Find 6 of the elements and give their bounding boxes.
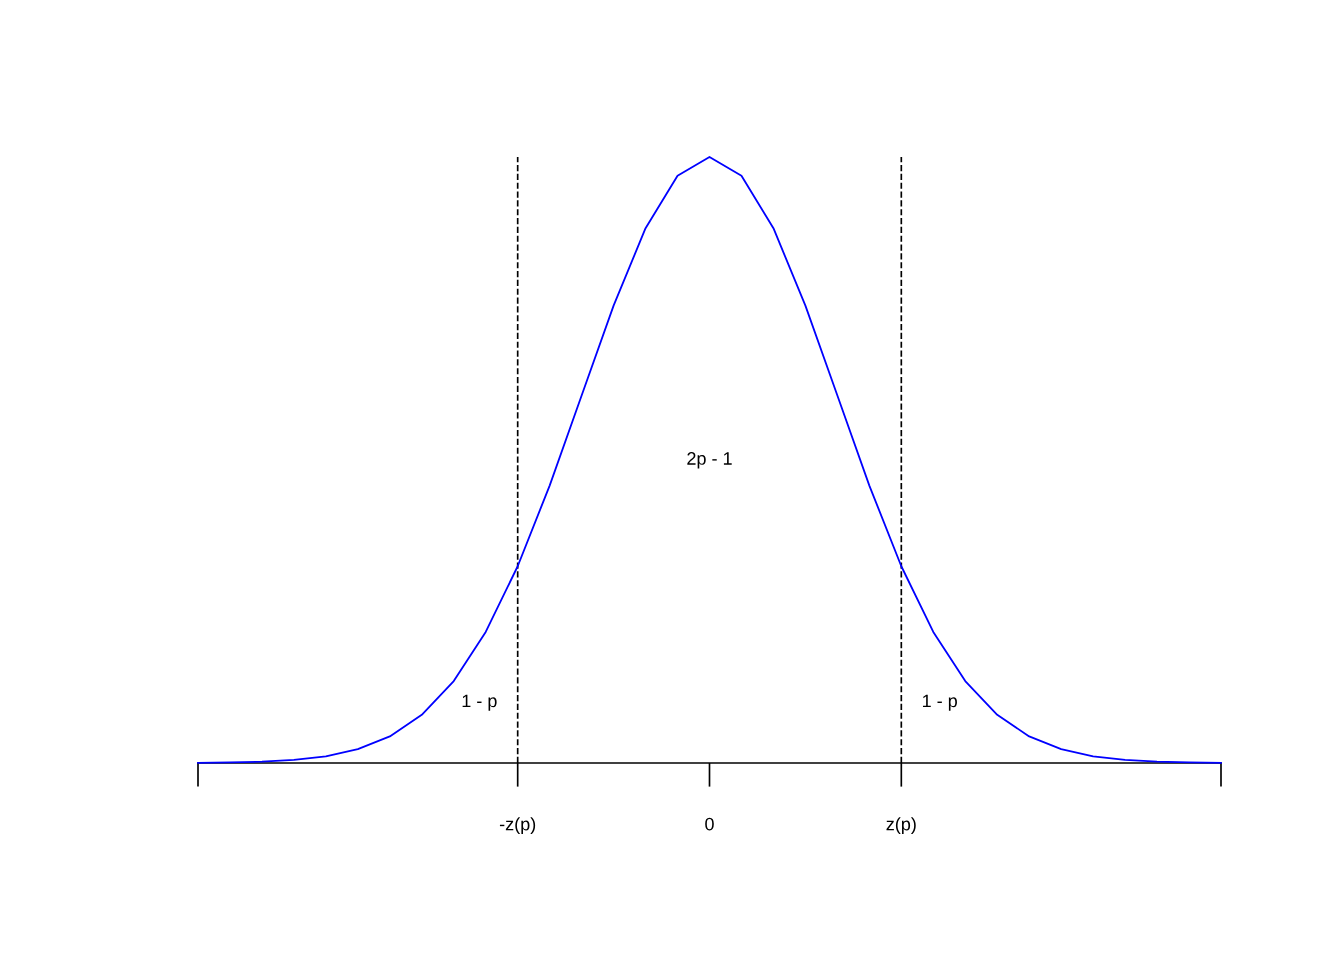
x-tick-label: 0 xyxy=(705,817,714,831)
annotation: 2p - 1 xyxy=(687,452,732,469)
x-tick-label: z(p) xyxy=(886,817,916,834)
x-tick-label: -z(p) xyxy=(499,817,536,834)
annotation: 1 - p xyxy=(922,694,957,711)
annotation: 1 - p xyxy=(462,694,497,711)
